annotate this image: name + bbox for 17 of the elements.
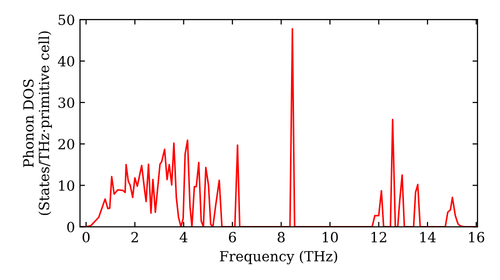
y-axis-title: Phonon DOS (States/THz·primitive cell): [22, 31, 52, 216]
x-tick-label: 6: [228, 232, 236, 242]
x-tick-label: 4: [180, 232, 188, 242]
y-tick-label: 20: [58, 138, 74, 150]
x-tick-label: 2: [131, 232, 138, 242]
x-tick-label: 0: [82, 232, 90, 242]
x-tick-label: 14: [420, 232, 436, 242]
x-tick-label: 16: [469, 232, 484, 242]
x-tick-label: 8: [278, 232, 285, 242]
x-tick-label: 12: [372, 232, 386, 242]
x-tick-label: 10: [322, 232, 338, 242]
y-tick-label: 40: [58, 56, 74, 67]
y-tick-label: 10: [59, 180, 74, 191]
y-tick-label: 30: [58, 97, 74, 108]
y-tick-label: 50: [58, 14, 74, 26]
y-tick-label: 0: [67, 222, 74, 232]
x-axis-title: Frequency (THz): [220, 250, 338, 264]
